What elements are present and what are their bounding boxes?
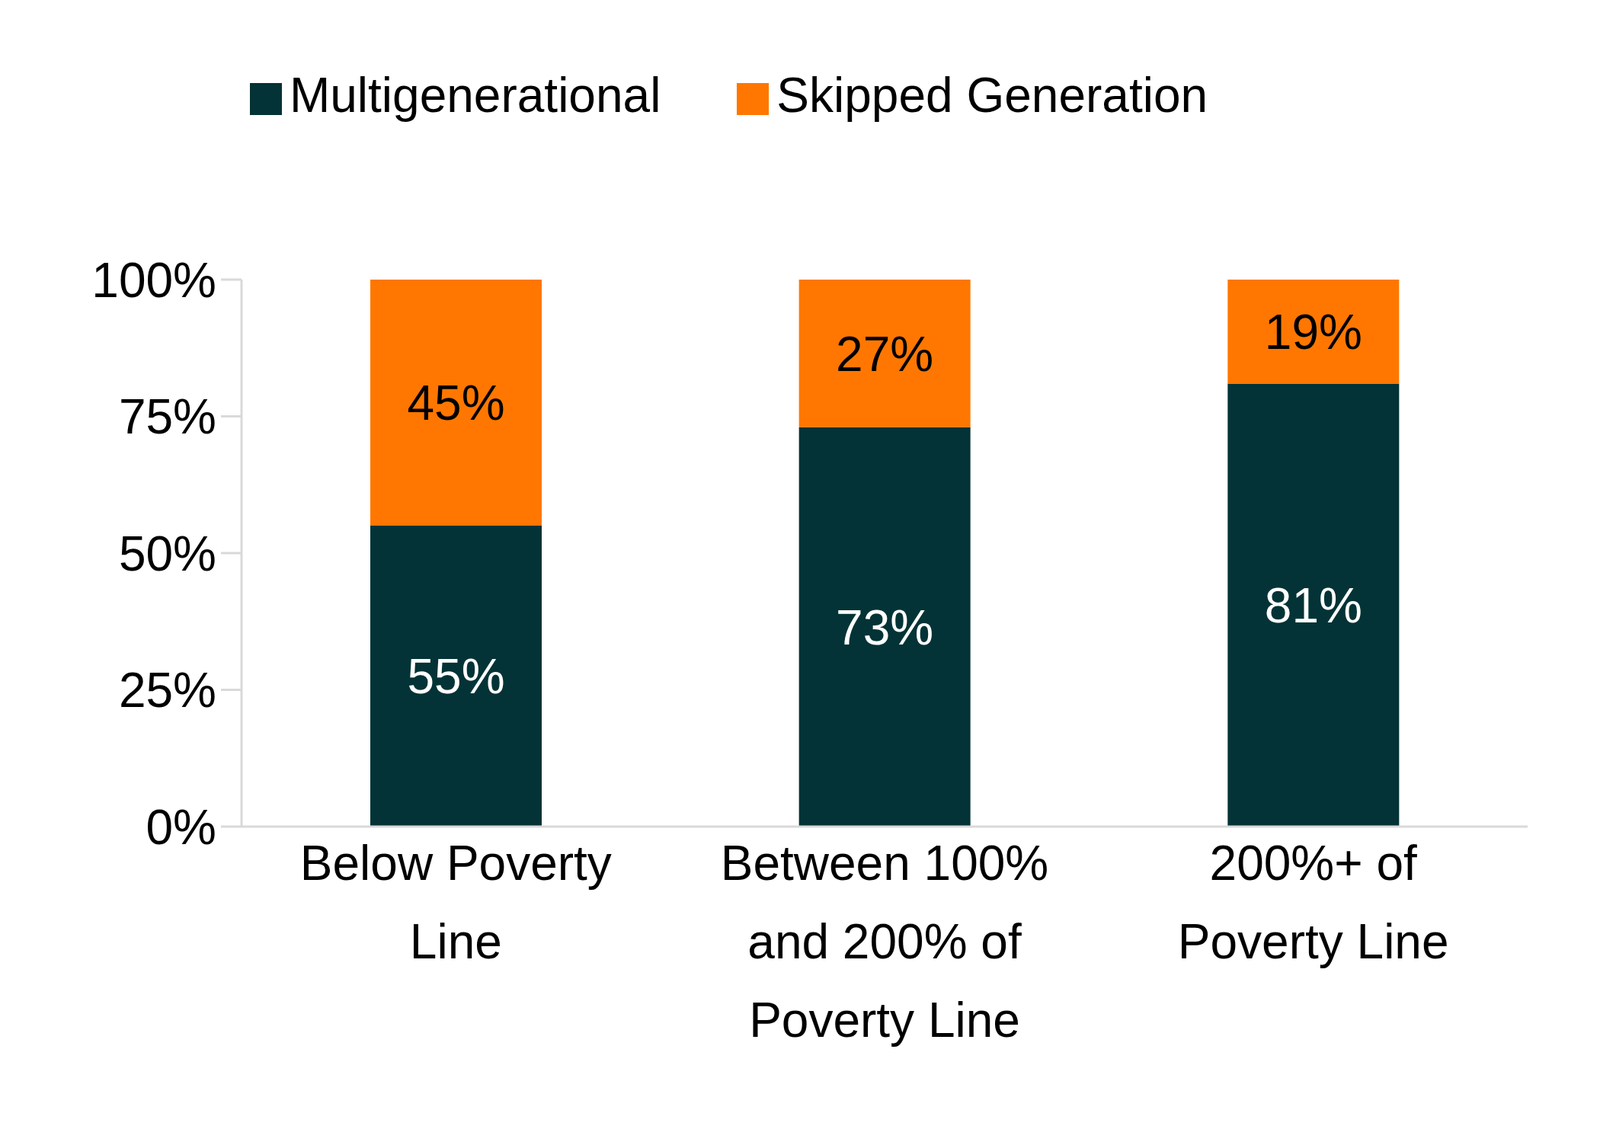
- svg-text:55%: 55%: [406, 649, 505, 704]
- html-text:Skipped Generation: Skipped Generation: [776, 67, 1208, 123]
- svg-text:Between 100%and 200% ofPoverty: Between 100%and 200% ofPoverty Line: [720, 835, 1050, 1048]
- svg-text:81%: 81%: [1264, 578, 1363, 634]
- svg-text:19%: 19%: [1264, 304, 1363, 360]
- svg-text:50%: 50%: [118, 526, 217, 582]
- svg-text:73%: 73%: [835, 600, 934, 656]
- svg-text:Below PovertyLine: Below PovertyLine: [300, 835, 612, 970]
- svg-text:100%: 100%: [91, 252, 217, 308]
- svg-text:200%+ ofPoverty Line: 200%+ ofPoverty Line: [1177, 835, 1450, 970]
- svg-text:75%: 75%: [118, 389, 217, 445]
- svg-text:45%: 45%: [406, 375, 505, 431]
- svg-text:27%: 27%: [835, 326, 934, 382]
- svg-text:25%: 25%: [118, 662, 217, 718]
- svg-text:0%: 0%: [146, 800, 218, 855]
- html-text:Multigenerational: Multigenerational: [289, 67, 661, 123]
